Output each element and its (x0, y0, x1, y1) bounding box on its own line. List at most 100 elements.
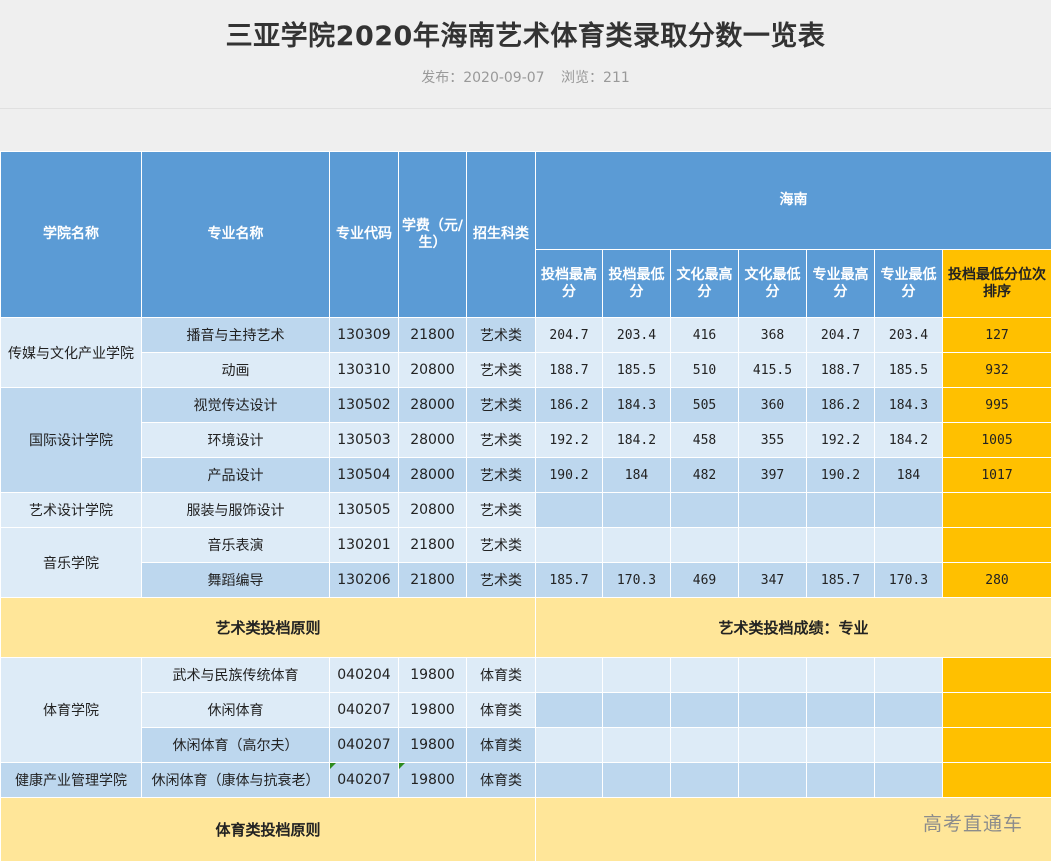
wenhua-max-cell: 510 (670, 352, 739, 388)
zhuanye-min-cell: 184.3 (874, 387, 943, 423)
category-cell: 体育类 (466, 762, 536, 798)
major-cell: 视觉传达设计 (141, 387, 330, 423)
zhuanye-max-cell (806, 692, 875, 728)
toudang-max-cell: 188.7 (535, 352, 603, 388)
major-cell: 休闲体育（高尔夫） (141, 727, 330, 763)
code-cell: 040207 (329, 762, 399, 798)
article-header: 三亚学院2020年海南艺术体育类录取分数一览表 发布：2020-09-07 浏览… (0, 0, 1051, 109)
toudang-min-cell (602, 762, 671, 798)
rank-cell: 1017 (941, 457, 1051, 493)
wenhua-min-cell (738, 492, 807, 528)
rank-cell (941, 762, 1051, 798)
college-cell: 音乐学院 (0, 527, 142, 598)
sports-principle-row: 体育类投档原则 (0, 797, 1051, 862)
zhuanye-min-cell (874, 762, 943, 798)
zhuanye-max-cell (806, 762, 875, 798)
toudang-max-cell (535, 492, 603, 528)
category-cell: 艺术类 (466, 457, 536, 493)
wenhua-max-cell (670, 657, 739, 693)
header-zhuanye-min: 专业最低分 (874, 249, 943, 318)
wenhua-min-cell: 355 (738, 422, 807, 458)
category-cell: 艺术类 (466, 492, 536, 528)
wenhua-min-cell (738, 727, 807, 763)
view-count: 浏览：211 (561, 70, 630, 86)
header-region: 海南 (534, 151, 1051, 250)
fee-cell: 19800 (398, 657, 467, 693)
art-principle-value: 艺术类投档成绩：专业 (534, 597, 1051, 658)
zhuanye-min-cell: 185.5 (874, 352, 943, 388)
toudang-max-cell: 190.2 (535, 457, 603, 493)
wenhua-min-cell: 360 (738, 387, 807, 423)
admission-table: 学院名称 专业名称 专业代码 学费（元/生） 招生科类 海南 投档最高分 投档最… (0, 151, 1051, 862)
header-toudang-max: 投档最高分 (535, 249, 603, 318)
toudang-max-cell: 185.7 (535, 562, 603, 598)
zhuanye-max-cell: 188.7 (806, 352, 875, 388)
wenhua-max-cell: 505 (670, 387, 739, 423)
major-cell: 音乐表演 (141, 527, 330, 563)
table-row: 动画 130310 20800 艺术类 188.7 185.5 510 415.… (1, 352, 1051, 388)
sports-principle-value (534, 797, 1051, 862)
wenhua-max-cell: 416 (670, 317, 739, 353)
header-code: 专业代码 (329, 151, 399, 318)
major-cell: 武术与民族传统体育 (141, 657, 330, 693)
zhuanye-min-cell (874, 492, 943, 528)
toudang-min-cell: 170.3 (602, 562, 671, 598)
table-row: 休闲体育 040207 19800 体育类 (1, 692, 1051, 728)
table-row: 艺术设计学院 服装与服饰设计 130505 20800 艺术类 (0, 492, 1051, 528)
zhuanye-max-cell (806, 492, 875, 528)
toudang-min-cell (602, 657, 671, 693)
rank-cell: 932 (941, 352, 1051, 388)
header-toudang-min: 投档最低分 (602, 249, 671, 318)
zhuanye-max-cell (806, 727, 875, 763)
article-meta: 发布：2020-09-07 浏览：211 (0, 67, 1051, 87)
zhuanye-max-cell: 190.2 (806, 457, 875, 493)
rank-cell (941, 527, 1051, 563)
header-wenhua-min: 文化最低分 (738, 249, 807, 318)
fee-cell: 19800 (398, 692, 467, 728)
category-cell: 艺术类 (466, 387, 536, 423)
art-principle-label: 艺术类投档原则 (0, 597, 536, 658)
fee-cell: 28000 (398, 457, 467, 493)
table-row: 健康产业管理学院 休闲体育（康体与抗衰老） 040207 19800 体育类 (0, 762, 1051, 798)
zhuanye-min-cell (874, 692, 943, 728)
zhuanye-max-cell: 192.2 (806, 422, 875, 458)
fee-cell: 19800 (398, 727, 467, 763)
college-cell: 体育学院 (0, 657, 142, 763)
wenhua-max-cell: 469 (670, 562, 739, 598)
rank-cell: 127 (941, 317, 1051, 353)
fee-cell: 19800 (398, 762, 467, 798)
header-zhuanye-max: 专业最高分 (806, 249, 875, 318)
major-cell: 舞蹈编导 (141, 562, 330, 598)
wenhua-max-cell (670, 762, 739, 798)
watermark: 高考直通车 (922, 813, 1023, 835)
code-cell: 130505 (329, 492, 399, 528)
rank-cell (941, 727, 1051, 763)
fee-cell: 21800 (398, 317, 467, 353)
header-fee: 学费（元/生） (398, 151, 467, 318)
college-cell: 健康产业管理学院 (0, 762, 142, 798)
zhuanye-min-cell: 170.3 (874, 562, 943, 598)
fee-cell: 20800 (398, 492, 467, 528)
art-principle-row: 艺术类投档原则 艺术类投档成绩：专业 (0, 597, 1051, 658)
table-row: 传媒与文化产业学院 播音与主持艺术 130309 21800 艺术类 204.7… (0, 317, 1051, 388)
code-cell: 130201 (329, 527, 399, 563)
sports-principle-label: 体育类投档原则 (0, 797, 536, 862)
wenhua-min-cell: 368 (738, 317, 807, 353)
zhuanye-min-cell (874, 657, 943, 693)
category-cell: 艺术类 (466, 317, 536, 353)
header-category: 招生科类 (466, 151, 536, 318)
college-cell: 国际设计学院 (0, 387, 142, 493)
college-cell: 传媒与文化产业学院 (0, 317, 142, 388)
zhuanye-max-cell (806, 657, 875, 693)
rank-cell: 995 (941, 387, 1051, 423)
toudang-max-cell: 204.7 (535, 317, 603, 353)
category-cell: 艺术类 (466, 422, 536, 458)
wenhua-max-cell (670, 727, 739, 763)
category-cell: 艺术类 (466, 527, 536, 563)
college-cell: 艺术设计学院 (0, 492, 142, 528)
toudang-min-cell: 184.3 (602, 387, 671, 423)
code-cell: 130502 (329, 387, 399, 423)
wenhua-min-cell: 397 (738, 457, 807, 493)
category-cell: 体育类 (466, 692, 536, 728)
toudang-max-cell (535, 692, 603, 728)
